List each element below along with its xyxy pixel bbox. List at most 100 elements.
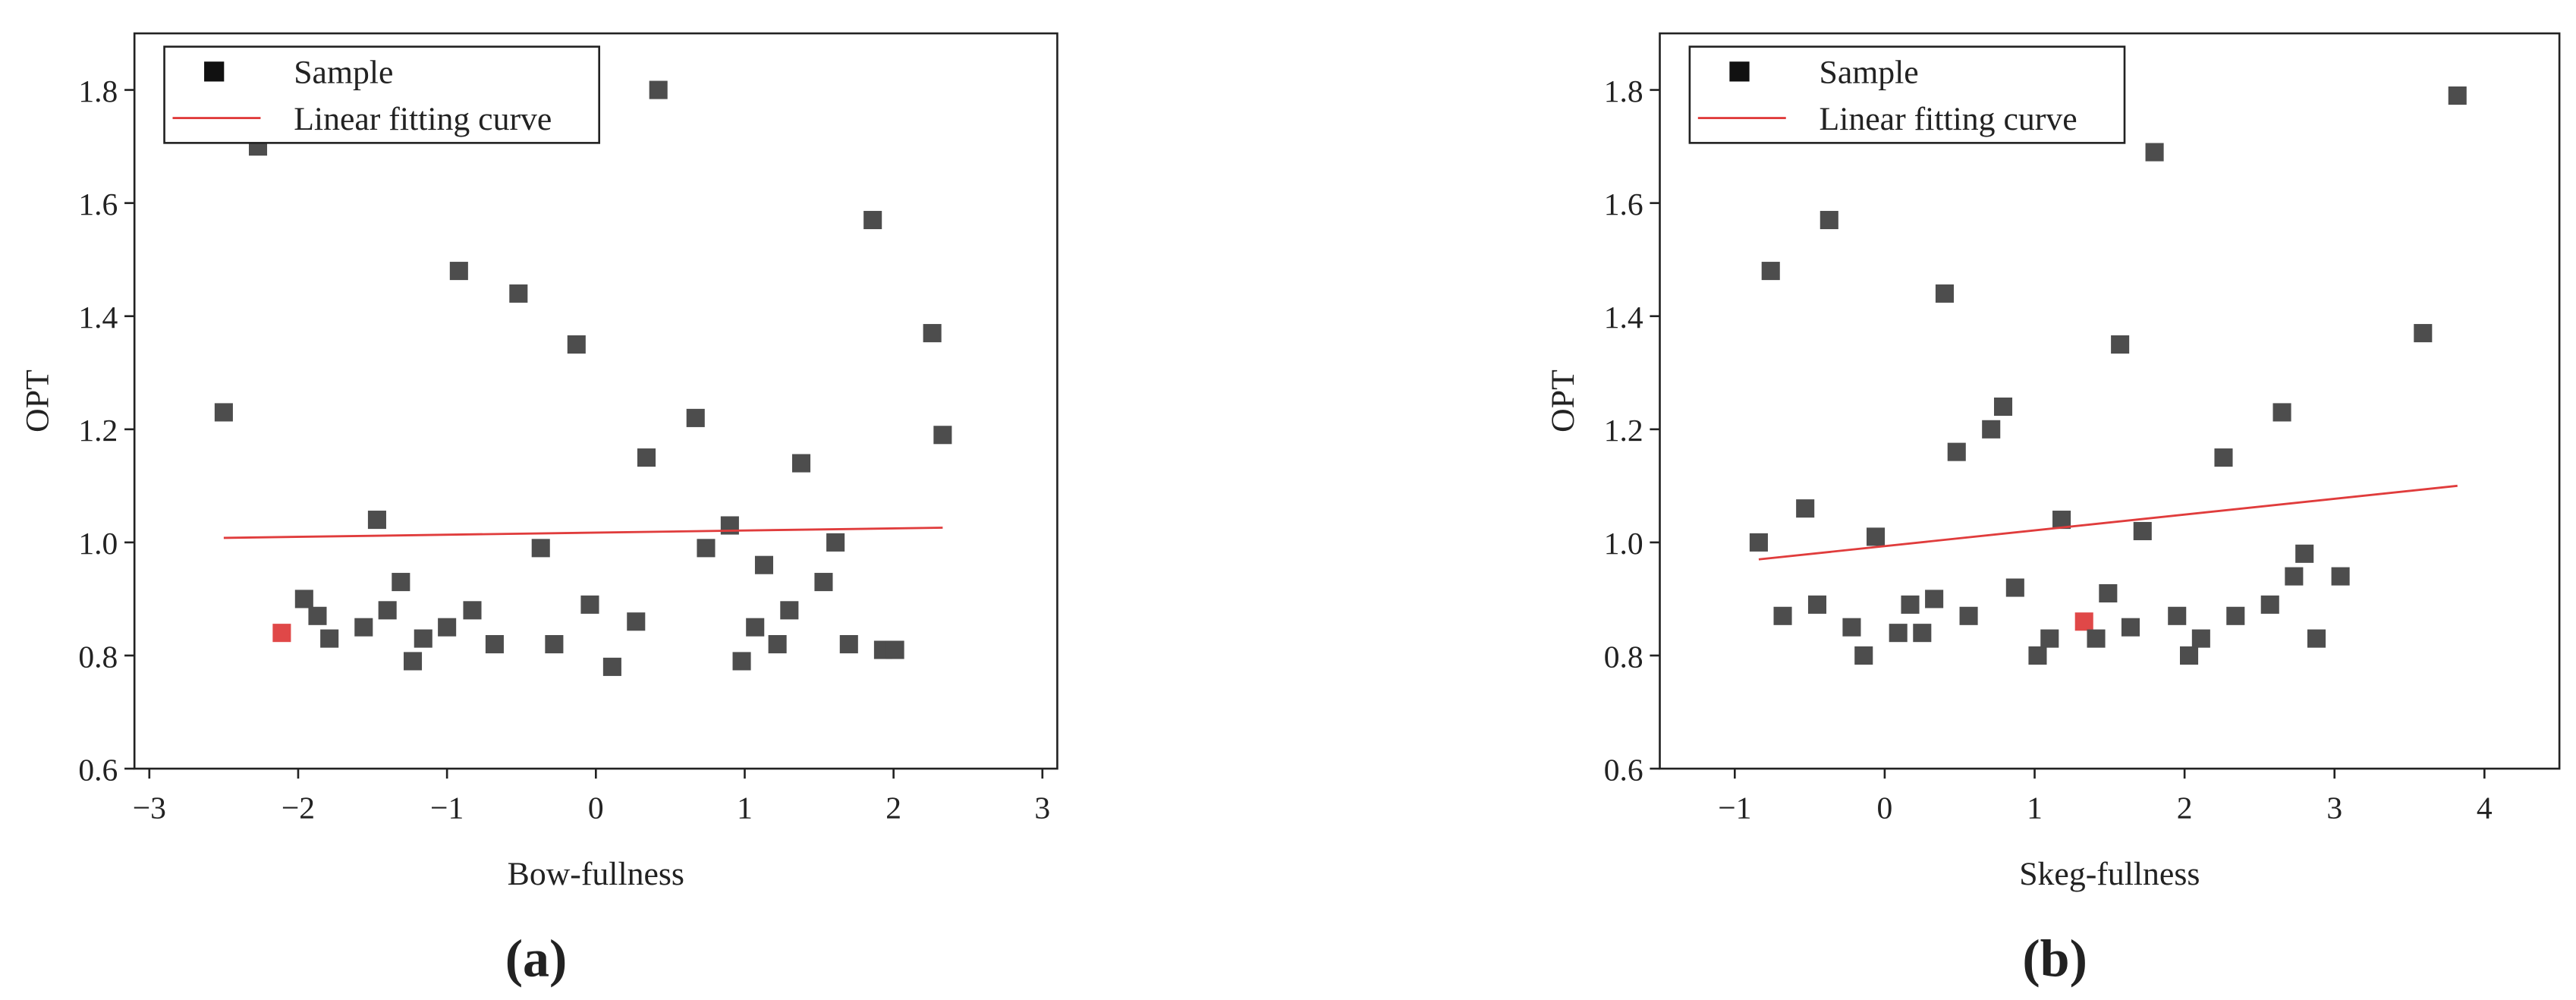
sample-point: [933, 426, 952, 445]
y-tick-label: 1.0: [78, 526, 118, 561]
sample-point: [531, 539, 550, 558]
sample-point: [1773, 606, 1792, 625]
chart: −3 −2 −1 0 1 2 3 0.6 0.8 1.0 1.2 1.4 1.6 1.8 Bow-fulln…: [19, 32, 1058, 989]
sample-point: [2074, 612, 2093, 631]
sample-point: [2005, 578, 2024, 597]
sample-point: [320, 629, 339, 648]
caption: (b): [2022, 930, 2087, 989]
x-tick-label: 3: [2326, 791, 2342, 825]
sample-point: [294, 590, 313, 608]
x-tick-label: 2: [2177, 791, 2193, 825]
sample-point: [2111, 335, 2130, 354]
sample-point: [567, 335, 586, 354]
sample-point: [2087, 629, 2106, 648]
plot-frame: [1659, 32, 2561, 770]
sample-point: [214, 403, 233, 422]
sample-point: [686, 408, 705, 427]
y-tick-label: 1.4: [78, 300, 118, 335]
sample-point: [627, 612, 646, 631]
sample-point: [1935, 284, 1954, 303]
sample-point: [1993, 397, 2013, 417]
sample-point: [580, 595, 599, 614]
x-tick-label: 0: [588, 791, 604, 825]
sample-point: [414, 629, 432, 648]
sample-point: [438, 618, 457, 637]
sample-point: [697, 539, 716, 558]
legend-box: [163, 46, 600, 144]
sample-point: [463, 601, 482, 620]
y-tick-label: 0.8: [78, 639, 118, 674]
sample-point: [863, 210, 882, 230]
sample-point: [839, 635, 858, 654]
sample-point: [2295, 544, 2314, 563]
sample-point: [2260, 595, 2279, 614]
x-tick-label: 2: [885, 791, 901, 825]
sample-point: [923, 324, 942, 343]
sample-point: [1761, 262, 1780, 281]
sample-point: [2448, 86, 2467, 105]
sample-point: [885, 640, 904, 659]
sample-point: [1925, 590, 1944, 608]
sample-point: [509, 284, 528, 303]
x-tick-label: −2: [282, 791, 315, 825]
x-tick-label: −3: [133, 791, 166, 825]
sample-point: [637, 448, 656, 467]
sample-point: [754, 555, 774, 574]
y-tick-label: 1.8: [78, 74, 118, 108]
legend-marker: [1729, 61, 1750, 82]
sample-point: [2226, 606, 2245, 625]
sample-point: [2307, 629, 2326, 648]
sample-point: [1947, 442, 1966, 461]
sample-point: [1807, 595, 1827, 614]
x-tick-label: 3: [1034, 791, 1050, 825]
y-tick-label: 1.0: [1604, 526, 1643, 561]
x-tick-label: −1: [430, 791, 464, 825]
legend-marker: [204, 61, 225, 82]
x-tick-label: −1: [1718, 791, 1751, 825]
y-tick-label: 1.2: [1604, 413, 1643, 448]
sample-point: [392, 573, 410, 592]
sample-point: [732, 652, 751, 671]
sample-point: [780, 601, 799, 620]
y-tick-label: 1.2: [78, 413, 118, 448]
fit-line: [1758, 484, 2458, 561]
sample-point: [2191, 629, 2210, 648]
sample-point: [2214, 448, 2233, 467]
x-tick-label: 0: [1877, 791, 1893, 825]
sample-point: [2414, 324, 2433, 343]
sample-point: [2180, 646, 2199, 665]
y-tick-label: 1.6: [78, 187, 118, 222]
sample-point: [2272, 403, 2291, 422]
fit-line: [223, 527, 943, 539]
sample-point: [2331, 567, 2350, 586]
sample-point: [826, 533, 845, 552]
sample-point: [1749, 533, 1768, 552]
sample-point: [1867, 527, 1886, 546]
sample-point: [1889, 624, 1908, 643]
sample-point: [308, 606, 327, 625]
sample-point: [485, 635, 504, 654]
sample-point: [367, 511, 386, 530]
sample-point: [2133, 521, 2152, 541]
legend-label: Sample: [294, 55, 393, 91]
y-tick-label: 1.4: [1604, 300, 1643, 335]
sample-point: [403, 652, 423, 671]
sample-point: [1842, 618, 1861, 637]
y-axis-label: OPT: [19, 369, 55, 432]
sample-point: [768, 635, 787, 654]
x-axis-label: Skeg-fullness: [2019, 856, 2200, 892]
sample-point: [791, 454, 811, 473]
sample-point: [2145, 143, 2164, 162]
y-tick-label: 1.8: [1604, 74, 1643, 108]
sample-point: [378, 601, 397, 620]
x-axis-label: Bow-fullness: [508, 856, 684, 892]
sample-point: [2028, 646, 2047, 665]
legend-label: Linear fitting curve: [294, 101, 552, 137]
sample-point: [2121, 618, 2140, 637]
sample-point: [649, 80, 668, 99]
sample-point: [1959, 606, 1978, 625]
x-tick-label: 1: [737, 791, 753, 825]
y-tick-label: 0.6: [1604, 752, 1643, 787]
